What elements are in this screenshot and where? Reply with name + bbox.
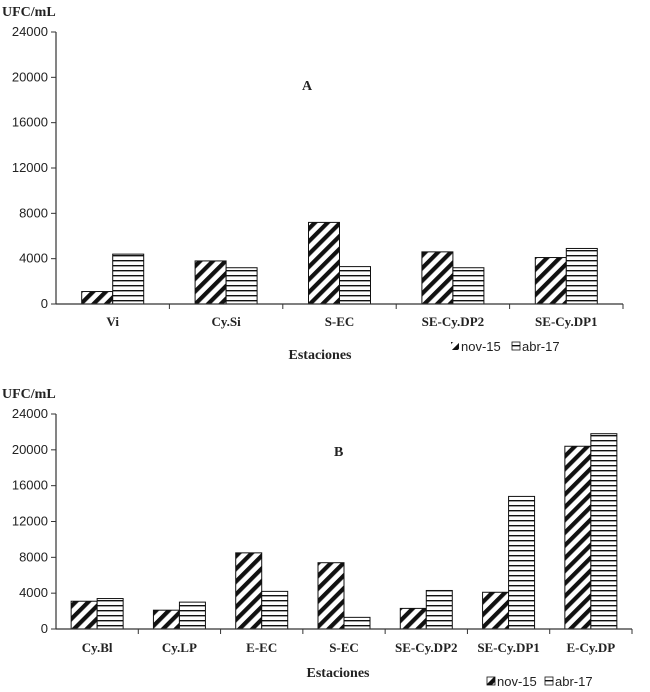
chart-a-legend-swatch-nov-15: [451, 342, 459, 350]
chart-a-legend: nov-15 abr-17: [451, 339, 560, 354]
chart-b-x-tick-label: SE-Cy.DP2: [395, 640, 457, 655]
chart-a-x-ticks: Vi Cy.Si S-EC SE-Cy.DP2 SE-Cy.DP1: [106, 304, 624, 329]
chart-b-bar-nov-15: [399, 607, 427, 630]
chart-a-legend-swatch-abr-17: [511, 341, 521, 351]
chart-a-x-axis-label: Estaciones: [289, 348, 353, 363]
chart-a-panel-label: A: [302, 79, 313, 94]
chart-b-y-ticks: 0 4000 8000 12000 16000 20000 24000: [12, 406, 56, 636]
chart-b-y-tick-label: 16000: [12, 478, 48, 493]
chart-b-bar-nov-15: [482, 591, 510, 630]
chart-b-bar-abr-17: [425, 589, 453, 630]
chart-a-y-tick-label: 8000: [19, 205, 48, 220]
chart-b-bar-abr-17: [343, 616, 371, 630]
chart-b-legend-label-nov-15: nov-15: [497, 674, 537, 689]
chart-b-legend-swatch-nov-15: [486, 676, 496, 686]
chart-b-x-ticks: Cy.Bl Cy.LP E-EC S-EC SE-Cy.DP2 SE-Cy.DP1 E-Cy…: [82, 629, 633, 655]
chart-b-bar-nov-15: [152, 609, 180, 630]
chart-b-bar-nov-15: [235, 552, 263, 630]
chart-b-legend-label-abr-17: abr-17: [555, 674, 593, 689]
chart-b-y-tick-label: 24000: [12, 406, 48, 421]
chart-b-legend: nov-15 abr-17: [486, 674, 593, 689]
chart-a-legend-label-abr-17: abr-17: [522, 339, 560, 354]
chart-a-bar-nov-15: [81, 291, 114, 305]
chart-b-y-tick-label: 12000: [12, 514, 48, 529]
chart-b-y-tick-label: 0: [41, 621, 48, 636]
chart-a-y-tick-label: 4000: [19, 251, 48, 266]
chart-a-x-tick-label: Vi: [106, 314, 119, 329]
chart-a-y-ticks: 0 4000 8000 12000 16000 20000 24000: [12, 24, 56, 311]
chart-a-y-tick-label: 24000: [12, 24, 48, 39]
chart-a-x-tick-label: Cy.Si: [211, 314, 241, 329]
chart-a-bar-nov-15: [194, 260, 227, 305]
chart-a-y-tick-label: 0: [41, 296, 48, 311]
chart-b-y-axis-label: UFC/mL: [2, 387, 56, 402]
chart-b-bar-nov-15: [317, 562, 345, 630]
chart-b-y-tick-label: 8000: [19, 549, 48, 564]
chart-b-legend-swatch-abr-17: [544, 676, 554, 686]
chart-a-bar-nov-15: [421, 251, 454, 305]
chart-a-y-axis-label: UFC/mL: [2, 5, 56, 20]
chart-b-panel-label: B: [334, 445, 343, 460]
chart-a-bar-nov-15: [308, 221, 340, 305]
chart-a-bar-nov-15: [534, 257, 567, 305]
chart-b-bar-nov-15: [564, 445, 592, 630]
chart-b-x-axis-label: Estaciones: [307, 666, 371, 681]
chart-b-bar-abr-17: [96, 598, 124, 630]
chart-b-x-tick-label: E-EC: [246, 640, 277, 655]
chart-b-bars: [70, 433, 618, 630]
chart-a-x-tick-label: S-EC: [325, 314, 355, 329]
chart-a-bar-abr-17: [452, 267, 485, 305]
chart-a: UFC/mL A 0 4000 8000 12000 16000 20000 24000 V…: [2, 5, 624, 363]
chart-b-y-tick-label: 4000: [19, 585, 48, 600]
chart-b-bar-abr-17: [508, 495, 536, 630]
chart-a-bar-abr-17: [339, 266, 371, 305]
chart-b-bar-nov-15: [70, 600, 98, 630]
chart-b-y-tick-label: 20000: [12, 442, 48, 457]
chart-a-bar-abr-17: [565, 247, 598, 305]
chart-b-bar-abr-17: [261, 590, 289, 630]
chart-a-bar-abr-17: [225, 267, 258, 305]
chart-a-x-tick-label: SE-Cy.DP2: [422, 314, 484, 329]
chart-b-x-tick-label: Cy.Bl: [82, 640, 113, 655]
chart-a-x-tick-label: SE-Cy.DP1: [535, 314, 597, 329]
chart-b-x-tick-label: S-EC: [329, 640, 359, 655]
chart-a-legend-label-nov-15: nov-15: [461, 339, 501, 354]
chart-a-bar-abr-17: [112, 253, 145, 305]
chart-b-bar-abr-17: [590, 433, 618, 630]
chart-a-y-tick-label: 20000: [12, 69, 48, 84]
chart-b: UFC/mL B 0 4000 8000 12000 16000 20000 24000 C…: [2, 387, 633, 689]
chart-b-x-tick-label: Cy.LP: [162, 640, 197, 655]
chart-a-y-tick-label: 16000: [12, 115, 48, 130]
chart-b-bar-abr-17: [178, 601, 206, 630]
chart-a-bars: [81, 221, 598, 305]
chart-b-x-tick-label: E-Cy.DP: [566, 640, 615, 655]
chart-a-y-tick-label: 12000: [12, 160, 48, 175]
chart-b-x-tick-label: SE-Cy.DP1: [477, 640, 539, 655]
